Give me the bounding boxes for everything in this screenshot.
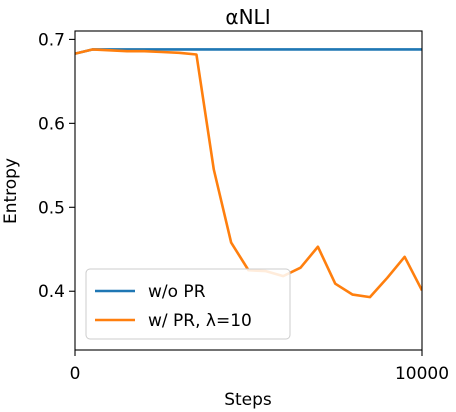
y-tick-label: 0.5	[38, 198, 65, 218]
y-tick-label: 0.7	[38, 30, 65, 50]
legend-box	[85, 268, 291, 340]
x-tick-label: 0	[70, 364, 81, 384]
tick-group: 0.4 0.5 0.6 0.7 0 10000	[38, 30, 449, 384]
y-axis-label: Entropy	[1, 158, 21, 224]
y-tick-label: 0.4	[38, 282, 65, 302]
legend-label-2: w/ PR, λ=10	[148, 311, 252, 331]
x-axis-label: Steps	[224, 390, 272, 410]
legend: w/o PR w/ PR, λ=10	[85, 268, 291, 340]
x-tick-label: 10000	[395, 364, 449, 384]
plot-frame	[74, 30, 423, 351]
y-tick-label: 0.6	[38, 114, 65, 134]
legend-label-1: w/o PR	[148, 282, 206, 302]
chart-title: αNLI	[225, 5, 270, 29]
series-line-2	[75, 48, 422, 299]
